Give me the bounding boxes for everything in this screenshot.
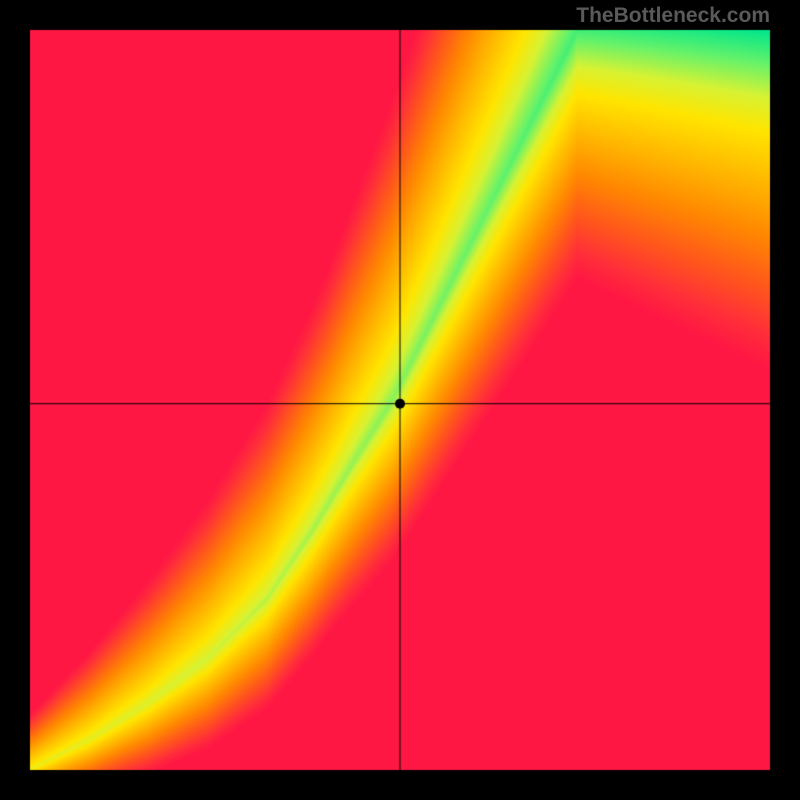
chart-container: { "watermark": { "text": "TheBottleneck.… [0,0,800,800]
watermark-text: TheBottleneck.com [576,4,770,28]
bottleneck-heatmap [0,0,800,800]
